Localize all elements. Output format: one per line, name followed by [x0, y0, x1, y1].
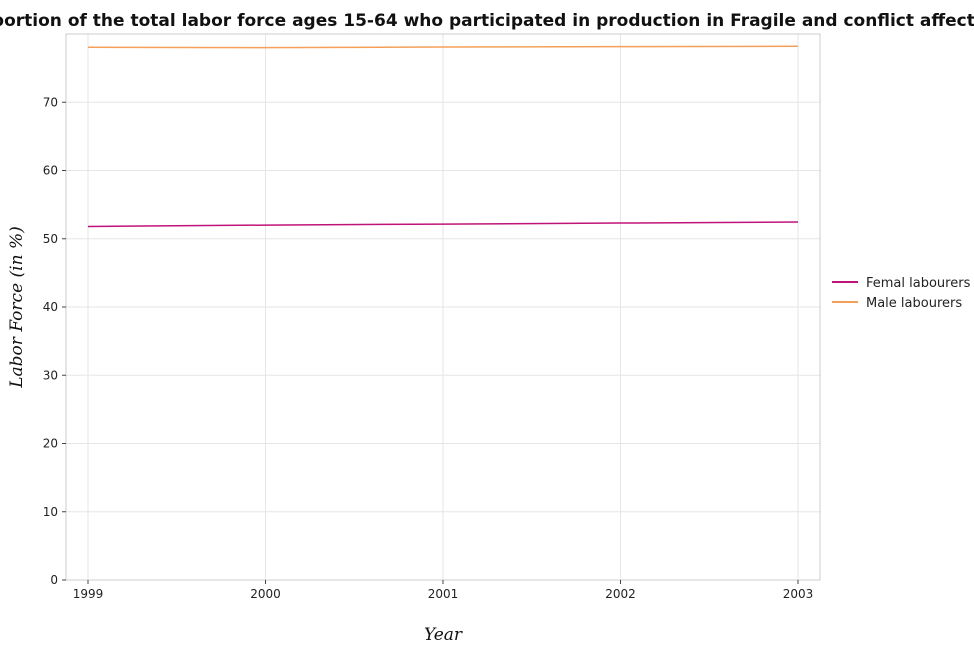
x-tick-label: 1999 [73, 587, 104, 601]
series-line [87, 45, 799, 49]
y-tick-label: 50 [43, 232, 58, 246]
series-lines [87, 45, 799, 228]
x-axis: 1999 2000 2001 2002 2003 [73, 580, 814, 601]
y-axis: 0 10 20 30 40 50 60 70 [43, 95, 66, 587]
y-tick-label: 0 [50, 573, 58, 587]
x-tick-label: 2000 [250, 587, 281, 601]
x-tick-label: 2002 [605, 587, 636, 601]
series-line [87, 221, 799, 228]
y-tick-label: 10 [43, 505, 58, 519]
legend-label: Male labourers [866, 296, 962, 311]
grid-lines [66, 34, 820, 581]
y-tick-label: 70 [43, 95, 58, 109]
x-tick-label: 2001 [428, 587, 459, 601]
chart-title: Proportion of the total labor force ages… [0, 11, 974, 31]
y-tick-label: 20 [43, 437, 58, 451]
y-axis-label: Labor Force (in %) [7, 226, 27, 389]
legend-label: Femal labourers [866, 276, 971, 291]
y-tick-label: 60 [43, 164, 58, 178]
x-axis-label: Year [424, 625, 463, 645]
y-tick-label: 40 [43, 300, 58, 314]
x-tick-label: 2003 [783, 587, 814, 601]
y-tick-label: 30 [43, 368, 58, 382]
legend: Femal labourers Male labourers [832, 276, 971, 311]
